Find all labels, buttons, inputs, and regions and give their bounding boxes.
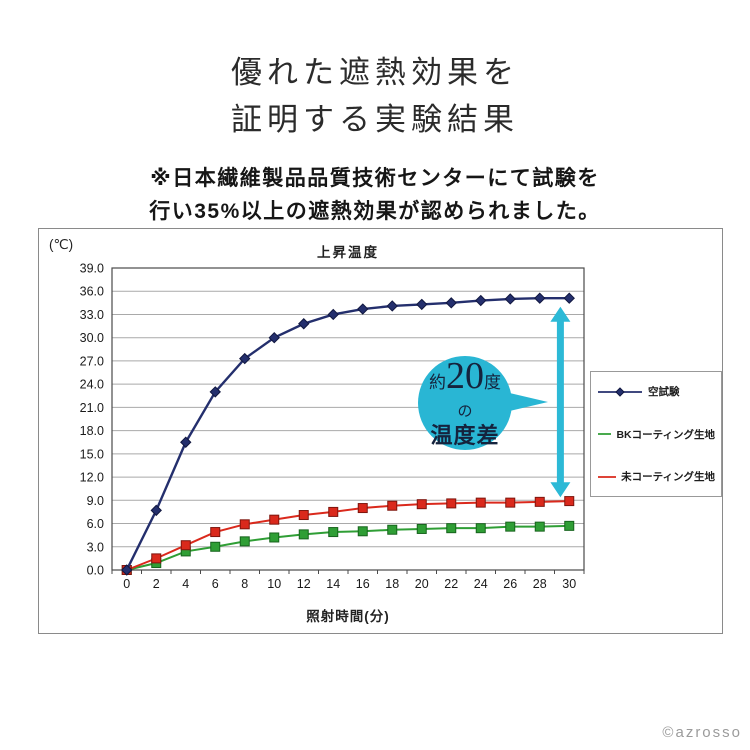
bubble-line1: 約20度 [429, 357, 501, 403]
bubble-number: 20 [446, 354, 484, 397]
svg-text:18: 18 [385, 577, 399, 591]
svg-text:12.0: 12.0 [80, 471, 104, 485]
svg-text:28: 28 [533, 577, 547, 591]
chart-panel: 0.0 3.0 6.0 9.0 12.0 15.0 18.0 21.0 24.0 27.0 30.0… [38, 228, 723, 634]
svg-text:36.0: 36.0 [80, 285, 104, 299]
svg-text:6.0: 6.0 [87, 517, 104, 531]
svg-text:39.0: 39.0 [80, 262, 104, 276]
legend-item-blank-test: 空試験 [597, 384, 715, 399]
series-uncoated-fabric [121, 496, 575, 575]
svg-text:30.0: 30.0 [80, 331, 104, 345]
svg-text:14: 14 [326, 577, 340, 591]
svg-text:0: 0 [123, 577, 130, 591]
svg-text:12: 12 [297, 577, 311, 591]
page-title-line2: 証明する実験結果 [231, 101, 519, 137]
svg-text:10: 10 [267, 577, 281, 591]
legend: 空試験 BKコーティング生地 未コーティング生地 [590, 371, 722, 497]
test-note-line1: ※日本繊維製品品質技術センターにて試験を [150, 167, 600, 190]
svg-text:24: 24 [474, 577, 488, 591]
x-axis-labels: 0 2 4 6 8 10 12 14 16 18 20 22 24 26 28 30 [111, 570, 585, 591]
svg-text:26: 26 [503, 577, 517, 591]
test-note: ※日本繊維製品品質技術センターにて試験を 行い35%以上の遮熱効果が認められました… [0, 162, 750, 228]
svg-text:18.0: 18.0 [80, 424, 104, 438]
svg-text:9.0: 9.0 [87, 494, 104, 508]
y-axis-labels: 0.0 3.0 6.0 9.0 12.0 15.0 18.0 21.0 24.0 27.0 30.0… [80, 262, 104, 578]
svg-text:2: 2 [153, 577, 160, 591]
legend-label: BKコーティング生地 [616, 428, 715, 441]
legend-label: 空試験 [648, 386, 680, 398]
svg-text:21.0: 21.0 [80, 401, 104, 415]
temp-diff-bubble: 約20度 の 温度差 [418, 356, 512, 450]
svg-text:33.0: 33.0 [80, 308, 104, 322]
svg-text:6: 6 [212, 577, 219, 591]
svg-text:0.0: 0.0 [87, 564, 104, 578]
svg-text:16: 16 [356, 577, 370, 591]
bubble-prefix: 約 [429, 372, 446, 392]
svg-text:4: 4 [182, 577, 189, 591]
legend-item-bk-coated-fabric: BKコーティング生地 [597, 427, 715, 442]
legend-label: 未コーティング生地 [621, 471, 715, 483]
bubble-tail [501, 391, 548, 413]
y-axis-unit-label: (℃) [49, 237, 74, 252]
copyright: ©azrosso [662, 724, 742, 741]
test-note-line2: 行い35%以上の遮熱効果が認められました。 [149, 200, 601, 223]
page-title: 優れた遮熱効果を 証明する実験結果 [0, 49, 750, 143]
svg-text:3.0: 3.0 [87, 540, 104, 554]
chart-title: 上昇温度 [317, 245, 379, 260]
legend-swatch-uncoated-fabric [598, 472, 617, 481]
x-axis-title: 照射時間(分) [306, 609, 390, 624]
svg-text:30: 30 [562, 577, 576, 591]
svg-text:15.0: 15.0 [80, 447, 104, 461]
bubble-line3: 温度差 [430, 422, 500, 448]
legend-item-uncoated-fabric: 未コーティング生地 [597, 469, 715, 484]
svg-text:22: 22 [444, 577, 458, 591]
svg-text:27.0: 27.0 [80, 354, 104, 368]
bubble-line2: の [457, 403, 473, 420]
svg-text:24.0: 24.0 [80, 378, 104, 392]
page-title-line1: 優れた遮熱効果を [231, 54, 519, 90]
legend-swatch-bk-coated-fabric [598, 433, 612, 435]
chart-plot: 0.0 3.0 6.0 9.0 12.0 15.0 18.0 21.0 24.0 27.0 30.0… [80, 262, 585, 591]
series-blank-test [121, 292, 575, 576]
svg-text:8: 8 [241, 577, 248, 591]
bubble-suffix: 度 [484, 372, 501, 392]
legend-swatch-blank-test [598, 386, 642, 397]
svg-text:20: 20 [415, 577, 429, 591]
temp-diff-arrow [550, 306, 571, 498]
